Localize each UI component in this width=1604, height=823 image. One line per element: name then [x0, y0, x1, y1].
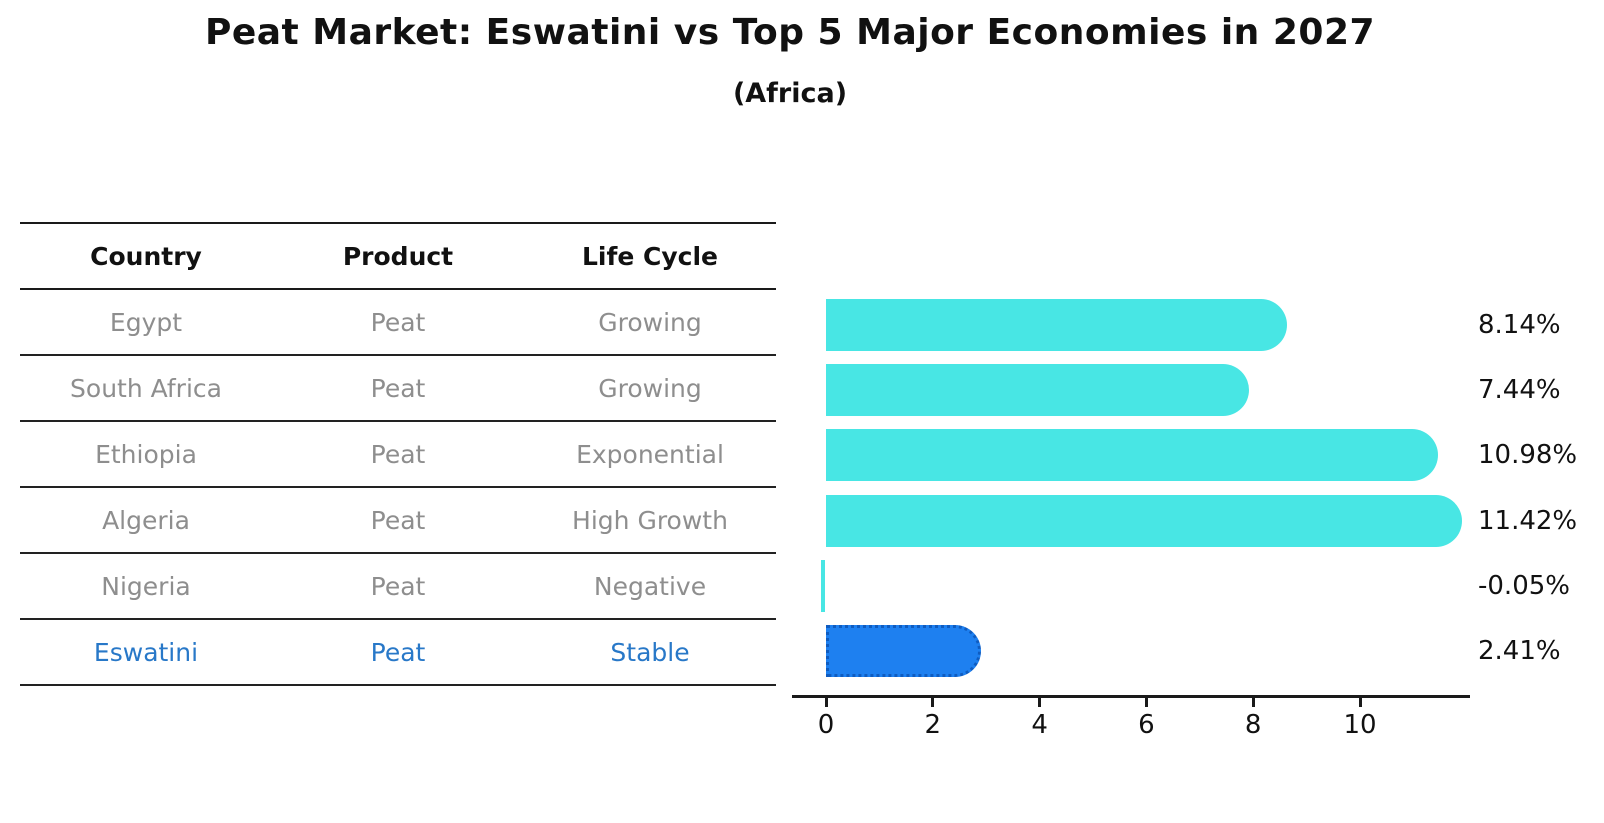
country-cell: South Africa — [70, 373, 222, 403]
lifecycle-cell: Exponential — [576, 439, 724, 469]
x-axis-tick — [1358, 698, 1362, 707]
table-row: South Africa Peat Growing — [20, 356, 776, 422]
value-label-nigeria: -0.05% — [1478, 570, 1570, 601]
x-axis-tick-label: 10 — [1343, 710, 1377, 740]
table-row: Eswatini Peat Stable — [20, 620, 776, 686]
chart-subtitle: (Africa) — [732, 78, 848, 109]
table-row: Algeria Peat High Growth — [20, 488, 776, 554]
country-cell: Egypt — [109, 307, 183, 337]
x-axis-tick — [1144, 698, 1148, 707]
bar-ethiopia — [826, 429, 1439, 482]
table-row: Ethiopia Peat Exponential — [20, 422, 776, 488]
lifecycle-cell: Growing — [598, 307, 702, 337]
product-cell: Peat — [370, 571, 426, 601]
x-axis-tick — [824, 698, 828, 707]
product-cell: Peat — [370, 373, 426, 403]
lifecycle-cell: Negative — [593, 571, 707, 601]
bar-algeria — [826, 494, 1462, 547]
country-cell: Ethiopia — [95, 439, 197, 469]
lifecycle-cell: Growing — [598, 373, 702, 403]
column-header-lifecycle: Life Cycle — [581, 241, 719, 271]
x-axis-tick-label: 4 — [1031, 710, 1048, 740]
country-table: Country Product Life Cycle Egypt Peat Grow… — [20, 222, 776, 686]
product-cell: Peat — [370, 307, 426, 337]
product-cell: Peat — [370, 637, 426, 667]
value-label-eswatini: 2.41% — [1478, 636, 1561, 666]
country-cell: Algeria — [102, 505, 190, 535]
x-axis-tick — [1251, 698, 1255, 707]
value-label-egypt: 8.14% — [1478, 310, 1561, 340]
lifecycle-cell: High Growth — [572, 505, 728, 535]
column-header-country: Country — [90, 241, 202, 271]
bar-south-africa — [826, 364, 1250, 417]
bar-nigeria — [821, 559, 826, 612]
table-header-row: Country Product Life Cycle — [20, 222, 776, 290]
table-body: Egypt Peat Growing South Africa Peat Growing E… — [20, 290, 776, 686]
lifecycle-cell: Stable — [610, 637, 690, 667]
value-label-south-africa: 7.44% — [1478, 375, 1561, 406]
x-axis-tick-label: 6 — [1138, 710, 1155, 740]
x-axis-tick-label: 8 — [1244, 710, 1262, 740]
x-axis-line — [792, 695, 1470, 698]
value-label-ethiopia: 10.98% — [1478, 440, 1578, 471]
chart-title: Peat Market: Eswatini vs Top 5 Major Eco… — [204, 12, 1376, 53]
value-label-algeria: 11.42% — [1478, 505, 1578, 536]
country-cell: Nigeria — [101, 571, 191, 601]
bar-eswatini — [826, 625, 981, 677]
product-cell: Peat — [370, 505, 426, 535]
bar-egypt — [826, 299, 1287, 351]
x-axis-tick — [931, 698, 935, 707]
table-row: Egypt Peat Growing — [20, 290, 776, 356]
x-axis-tick — [1038, 698, 1042, 707]
product-cell: Peat — [370, 439, 426, 469]
column-header-product: Product — [342, 241, 454, 271]
x-axis-tick-label: 0 — [817, 710, 835, 740]
country-cell: Eswatini — [93, 637, 199, 667]
table-row: Nigeria Peat Negative — [20, 554, 776, 620]
x-axis-tick-label: 2 — [924, 710, 942, 740]
